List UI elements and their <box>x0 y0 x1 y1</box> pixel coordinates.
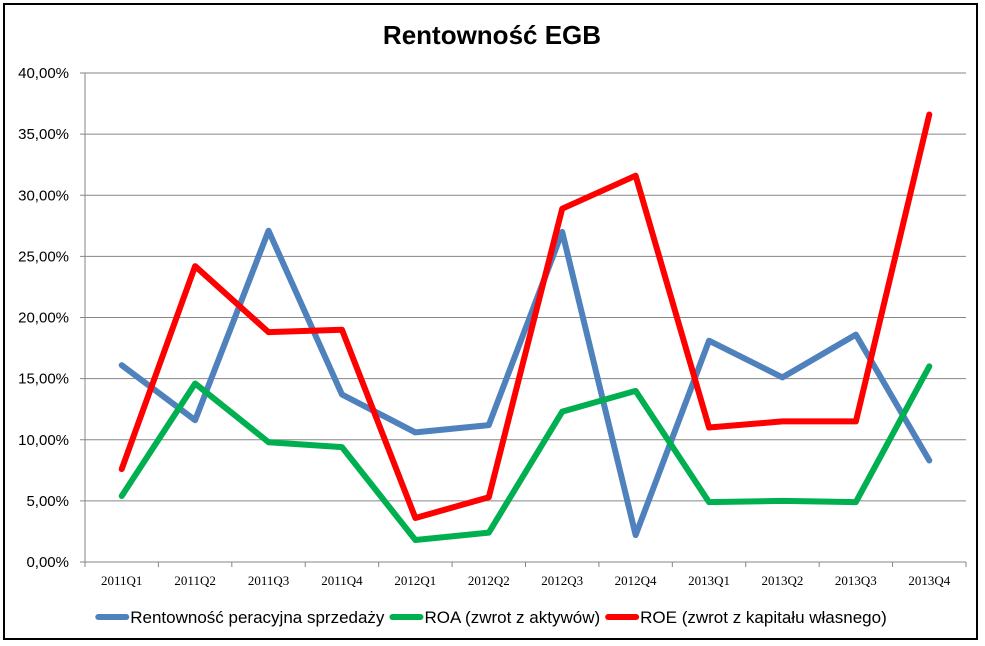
y-tick-label: 10,00% <box>18 432 69 449</box>
series-line-1 <box>118 227 933 539</box>
y-tick-label: 0,00% <box>26 554 69 571</box>
legend-label-3: ROE (zwrot z kapitału własnego) <box>640 608 887 627</box>
x-tick-label: 2013Q1 <box>688 573 730 588</box>
x-tick-label: 2013Q2 <box>762 573 804 588</box>
series-line-3 <box>118 111 933 521</box>
legend-label-1: Rentowność peracyjna sprzedaży <box>130 608 385 627</box>
y-tick-label: 35,00% <box>18 126 69 143</box>
x-tick-label: 2011Q4 <box>321 573 363 588</box>
x-tick-label: 2012Q1 <box>394 573 436 588</box>
series <box>118 111 933 543</box>
x-tick-label: 2011Q2 <box>174 573 215 588</box>
series-line-2 <box>118 363 933 543</box>
x-tick-label: 2011Q1 <box>101 573 142 588</box>
legend-label-2: ROA (zwrot z aktywów) <box>424 608 600 627</box>
y-tick-label: 40,00% <box>18 65 69 82</box>
x-tick-label: 2013Q3 <box>835 573 877 588</box>
y-tick-label: 5,00% <box>26 493 69 510</box>
legend: Rentowność peracyjna sprzedaży ROA (zwrot… <box>95 608 887 627</box>
x-tick-label: 2012Q4 <box>615 573 657 588</box>
axes: 0,00% 5,00% 10,00% 15,00% 20,00% 25,00% 30,00%… <box>18 65 967 588</box>
y-tick-label: 15,00% <box>18 371 69 388</box>
chart-title: Rentowność EGB <box>383 20 601 50</box>
x-tick-label: 2011Q3 <box>248 573 289 588</box>
grid <box>85 72 966 563</box>
y-tick-label: 25,00% <box>18 248 69 265</box>
y-tick-label: 30,00% <box>18 187 69 204</box>
x-tick-label: 2012Q2 <box>468 573 510 588</box>
x-tick-label: 2012Q3 <box>541 573 583 588</box>
y-tick-label: 20,00% <box>18 310 69 327</box>
x-tick-label: 2013Q4 <box>908 573 950 588</box>
